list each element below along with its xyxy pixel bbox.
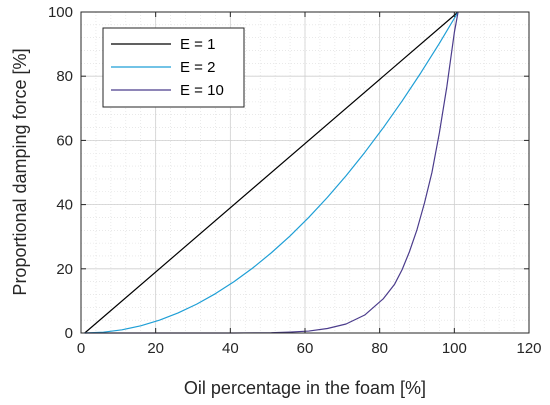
x-tick-label: 120 [516, 340, 541, 357]
legend-label-1: E = 1 [180, 36, 215, 53]
series-line-1 [84, 11, 459, 334]
x-axis-label: Oil percentage in the foam [%] [184, 378, 426, 398]
y-axis-label: Proportional damping force [%] [10, 48, 30, 295]
x-tick-label: 60 [297, 340, 314, 357]
legend-label-3: E = 10 [180, 82, 224, 99]
y-tick-label: 20 [56, 261, 73, 278]
series-line-2 [84, 11, 459, 334]
y-tick-label: 60 [56, 132, 73, 149]
x-tick-label: 0 [77, 340, 85, 357]
legend-label-2: E = 2 [180, 59, 215, 76]
x-tick-label: 40 [222, 340, 239, 357]
tick-labels: 0 20 40 60 80 100 120 0 20 40 60 80 100 [48, 4, 542, 357]
x-tick-label: 100 [442, 340, 467, 357]
y-tick-label: 40 [56, 197, 73, 214]
y-tick-label: 0 [65, 325, 73, 342]
ticks [80, 11, 530, 334]
y-tick-label: 80 [56, 68, 73, 85]
legend: E = 1 E = 2 E = 10 [102, 27, 245, 108]
x-tick-label: 80 [371, 340, 388, 357]
x-tick-label: 20 [147, 340, 164, 357]
y-tick-label: 100 [48, 4, 73, 21]
